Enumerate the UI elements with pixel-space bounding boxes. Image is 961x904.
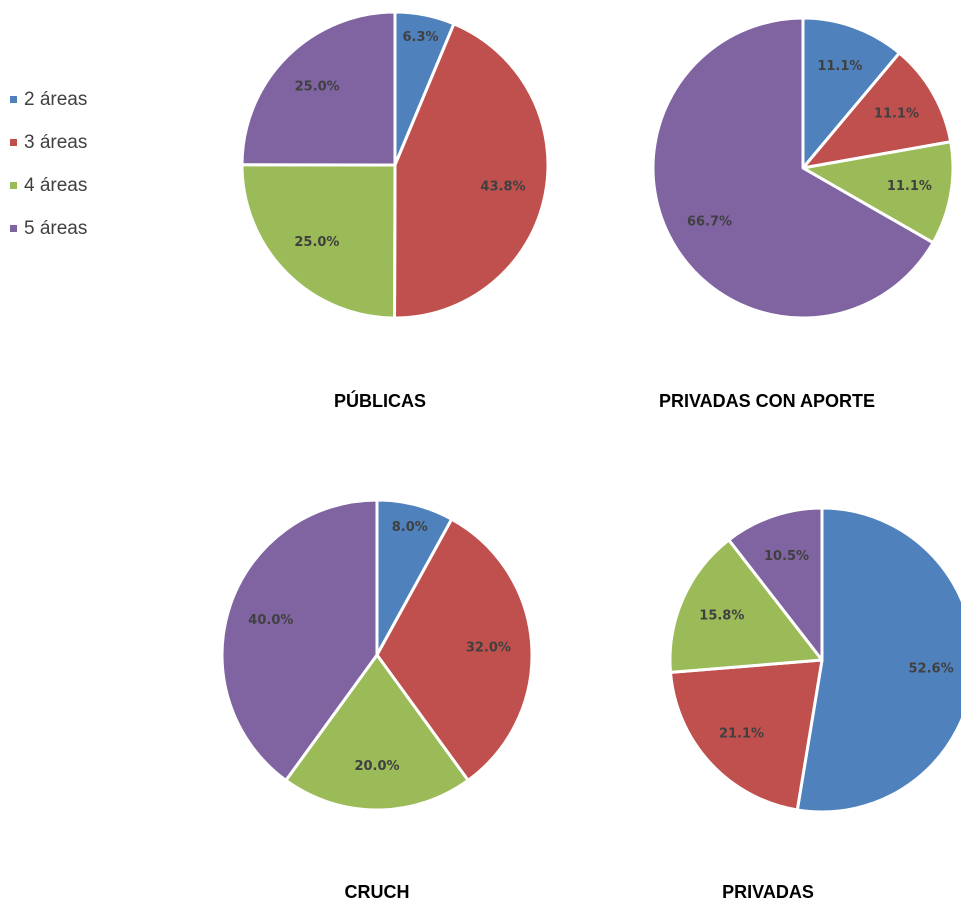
legend-label: 3 áreas [24,132,87,153]
data-label: 6.3% [403,30,439,45]
legend-swatch [10,96,17,103]
pie-slice [240,163,397,320]
chart-title: PRIVADAS [722,882,814,902]
data-label: 21.1% [719,727,764,742]
legend-swatch [10,182,17,189]
data-label: 40.0% [248,613,293,628]
legend-label: 2 áreas [24,89,87,110]
pie-slice [801,140,955,245]
data-label: 11.1% [887,179,932,194]
pie-slice [375,517,534,782]
legend-label: 4 áreas [24,175,87,196]
data-label: 52.6% [909,661,954,676]
data-label: 20.0% [354,759,399,774]
data-label: 32.0% [466,640,511,655]
pie-slice [795,506,961,814]
data-label: 66.7% [687,215,732,230]
legend-label: 5 áreas [24,218,87,239]
pie-slice [668,538,824,674]
pie-slice [801,51,953,170]
data-label: 25.0% [295,80,340,95]
legend-swatch [10,139,17,146]
data-label: 8.0% [392,520,428,535]
data-label: 10.5% [764,549,809,564]
chart-title: PRIVADAS CON APORTE [659,391,875,411]
pie-slice [651,16,935,320]
pie-slice [669,658,824,812]
data-label: 25.0% [294,235,339,250]
data-label: 15.8% [699,608,744,623]
pie-slice [220,498,379,782]
pie-slice [284,653,470,812]
pie-slice [240,10,397,167]
pie-slice [727,506,824,662]
data-label: 43.8% [480,179,525,194]
legend-swatch [10,225,17,232]
chart-title: PÚBLICAS [334,390,426,411]
pie-slice [801,16,901,170]
chart-title: CRUCH [345,882,410,902]
pie-slice [393,22,550,320]
data-label: 11.1% [817,59,862,74]
data-label: 11.1% [874,106,919,121]
